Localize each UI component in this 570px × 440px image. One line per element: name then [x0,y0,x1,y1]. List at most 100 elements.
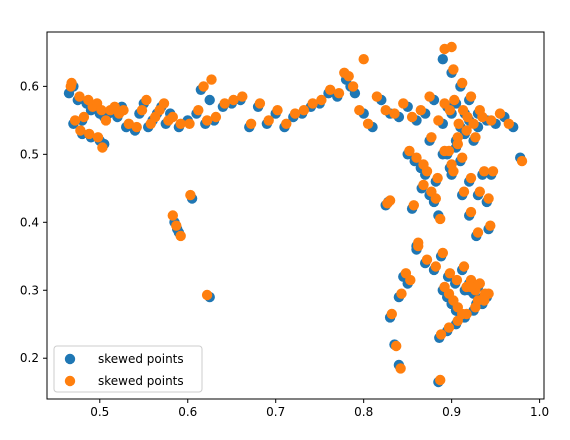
data-point [74,91,85,102]
data-point [483,193,494,204]
data-point [421,254,433,265]
data-point [371,91,383,102]
data-point [474,278,485,289]
data-point [380,105,391,116]
data-point [472,227,484,238]
data-point [452,315,463,326]
data-point [131,121,142,133]
data-point [479,295,490,306]
data-point [474,105,485,116]
data-point [465,206,477,218]
data-point [430,193,441,204]
data-point [245,118,257,129]
data-point [415,105,426,116]
data-point [84,128,95,140]
data-point [437,54,448,65]
data-point [503,118,514,129]
x-tick-label: 0.7 [266,405,285,419]
data-point [201,289,213,301]
data-point [461,308,472,320]
data-point [411,152,422,163]
data-point [444,268,456,279]
data-point [184,118,195,129]
data-point [347,81,359,92]
data-point [458,186,470,197]
data-point [389,108,400,119]
data-point [193,105,204,116]
data-point [418,179,429,191]
data-point [437,247,448,259]
x-tick-label: 0.9 [442,405,461,419]
data-point [457,152,468,163]
data-point [449,94,460,106]
data-point [458,261,470,272]
data-point [118,105,129,116]
data-point [435,329,447,340]
x-tick-label: 1.0 [530,405,549,419]
data-point [396,288,407,299]
data-point [210,111,222,123]
data-point [69,115,81,126]
data-point [443,322,455,333]
legend-marker-series-1 [64,353,76,365]
data-point [167,210,178,221]
y-tick-label: 0.4 [20,215,39,229]
data-point [433,115,444,126]
data-point [358,54,369,65]
legend-marker-series-2 [64,375,76,387]
data-point [424,91,435,102]
data-point [97,142,108,153]
x-tick-label: 0.8 [354,405,373,419]
data-point [316,94,327,106]
data-point [486,115,497,126]
data-point [96,105,107,116]
data-point [465,91,477,102]
data-point [448,64,459,75]
data-point [405,274,416,286]
data-point [123,118,134,129]
data-point [516,155,528,167]
data-point [461,125,472,136]
data-point [470,132,481,143]
data-point [158,98,170,109]
x-axis: 0.5 0.6 0.7 0.8 0.9 1.0 [90,399,549,419]
data-point [426,132,437,143]
data-point [228,94,239,106]
data-point [435,213,446,225]
data-point [448,166,459,177]
y-tick-label: 0.3 [20,283,39,297]
data-point [470,302,481,313]
data-point [386,308,397,320]
data-point [457,77,468,89]
data-point [465,172,477,184]
data-point [136,105,148,116]
data-point [263,115,274,126]
data-point [167,111,178,123]
legend-box [53,345,203,393]
data-point [362,118,374,129]
data-point [453,118,464,129]
data-point [281,118,292,129]
data-point [432,172,443,184]
data-point [206,74,217,85]
data-point [404,145,415,157]
data-point [462,111,473,123]
data-point [185,189,196,201]
data-point [333,88,345,99]
legend: skewed points skewed points [53,345,203,393]
data-point [494,108,506,119]
data-point [474,186,485,197]
data-point [487,166,499,177]
data-point [307,98,318,109]
y-axis: 0.2 0.3 0.4 0.5 0.6 [20,79,47,365]
data-point [485,220,496,231]
data-point [395,363,406,374]
data-point [354,105,365,116]
plot-frame [46,31,545,400]
data-point [444,105,456,116]
data-point [78,111,90,123]
y-tick-label: 0.2 [20,351,39,365]
data-point [298,105,310,116]
legend-label-series-1: skewed points [98,352,184,366]
data-point [204,94,215,106]
